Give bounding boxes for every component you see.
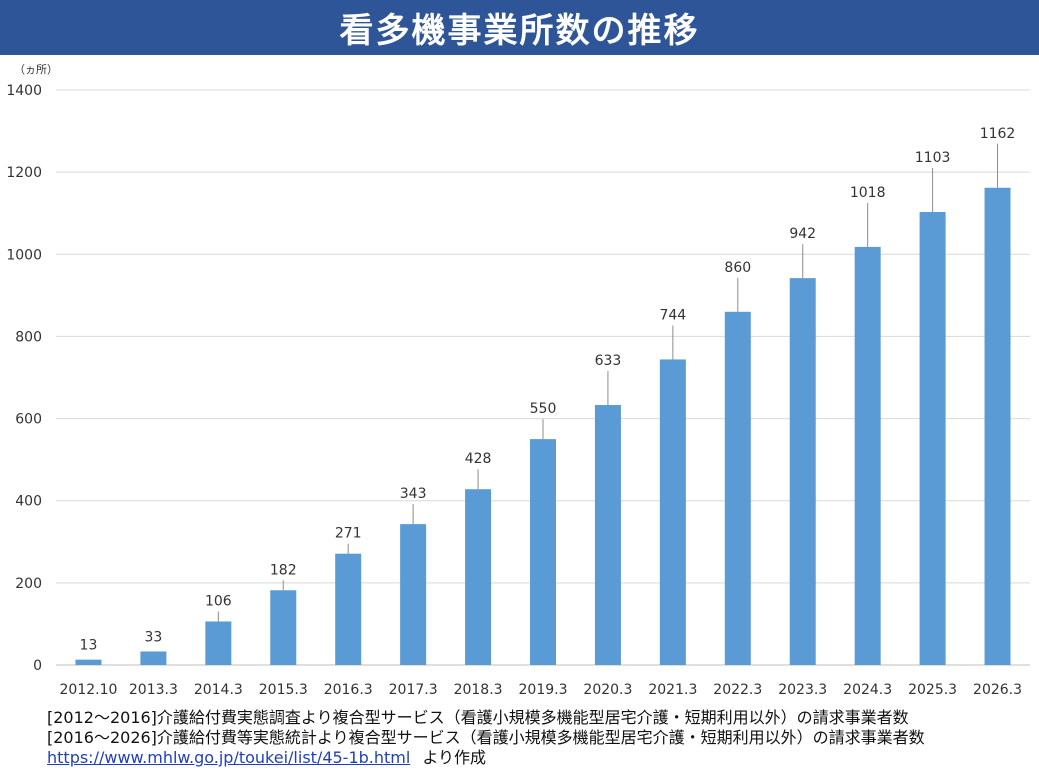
bar <box>335 553 362 665</box>
x-tick-label: 2017.3 <box>389 682 438 698</box>
x-tick-label: 2020.3 <box>583 682 632 698</box>
data-label: 744 <box>659 307 686 323</box>
bar <box>919 211 946 665</box>
source-link[interactable]: https://www.mhlw.go.jp/toukei/list/45-1b… <box>47 748 411 767</box>
x-tick-label: 2014.3 <box>194 682 243 698</box>
bar <box>75 659 102 665</box>
x-tick-label: 2025.3 <box>908 682 957 698</box>
source-suffix: より作成 <box>422 748 486 767</box>
y-tick-label: 1000 <box>6 247 42 263</box>
source-note-2: [2016～2026]介護給付費等実態統計より複合型サービス（看護小規模多機能型… <box>47 728 925 747</box>
data-label: 1018 <box>850 185 886 201</box>
x-tick-label: 2021.3 <box>648 682 697 698</box>
y-tick-label: 1400 <box>6 83 42 99</box>
data-label: 428 <box>465 451 492 467</box>
bar <box>140 651 167 665</box>
data-label: 633 <box>595 353 622 369</box>
bar <box>984 187 1011 665</box>
data-label: 942 <box>789 226 816 242</box>
bar <box>724 311 751 665</box>
x-tick-label: 2022.3 <box>713 682 762 698</box>
x-tick-label: 2013.3 <box>129 682 178 698</box>
y-tick-label: 600 <box>15 412 42 428</box>
data-label: 550 <box>530 401 557 417</box>
data-label: 1162 <box>980 126 1016 142</box>
source-note-3: https://www.mhlw.go.jp/toukei/list/45-1b… <box>47 748 1027 768</box>
bar <box>854 246 881 665</box>
x-tick-label: 2015.3 <box>259 682 308 698</box>
data-label: 860 <box>724 260 751 276</box>
y-tick-label: 0 <box>33 658 42 674</box>
bar <box>594 405 621 665</box>
bar <box>400 524 427 665</box>
data-label: 106 <box>205 593 232 609</box>
y-tick-label: 1200 <box>6 165 42 181</box>
title-bar: 看多機事業所数の推移 <box>0 0 1039 55</box>
x-tick-label: 2019.3 <box>519 682 568 698</box>
data-label: 182 <box>270 562 297 578</box>
source-notes: [2012～2016]介護給付費実態調査より複合型サービス（看護小規模多機能型居… <box>47 708 1027 768</box>
bar <box>465 489 492 665</box>
data-label: 1103 <box>915 150 951 166</box>
x-tick-label: 2016.3 <box>324 682 373 698</box>
data-label: 343 <box>400 486 427 502</box>
bar <box>659 359 686 665</box>
x-tick-label: 2012.10 <box>60 682 118 698</box>
x-tick-label: 2018.3 <box>454 682 503 698</box>
data-label: 13 <box>80 638 98 654</box>
bar-chart: （ヵ所） 0 200 400 600 800 1000 1200 1400 13 2012.10 33… <box>6 63 1030 698</box>
y-tick-label: 800 <box>15 329 42 345</box>
data-label: 271 <box>335 526 362 542</box>
x-tick-label: 2023.3 <box>778 682 827 698</box>
y-tick-label: 400 <box>15 494 42 510</box>
bar <box>270 590 297 665</box>
bar <box>789 278 816 665</box>
bar <box>205 621 232 665</box>
page-title: 看多機事業所数の推移 <box>339 11 700 51</box>
y-tick-label: 200 <box>15 576 42 592</box>
x-tick-label: 2024.3 <box>843 682 892 698</box>
source-note-1: [2012～2016]介護給付費実態調査より複合型サービス（看護小規模多機能型居… <box>47 708 909 727</box>
data-label: 33 <box>144 629 162 645</box>
y-unit-label: （ヵ所） <box>14 63 58 76</box>
x-tick-label: 2026.3 <box>973 682 1022 698</box>
bar <box>530 439 556 665</box>
